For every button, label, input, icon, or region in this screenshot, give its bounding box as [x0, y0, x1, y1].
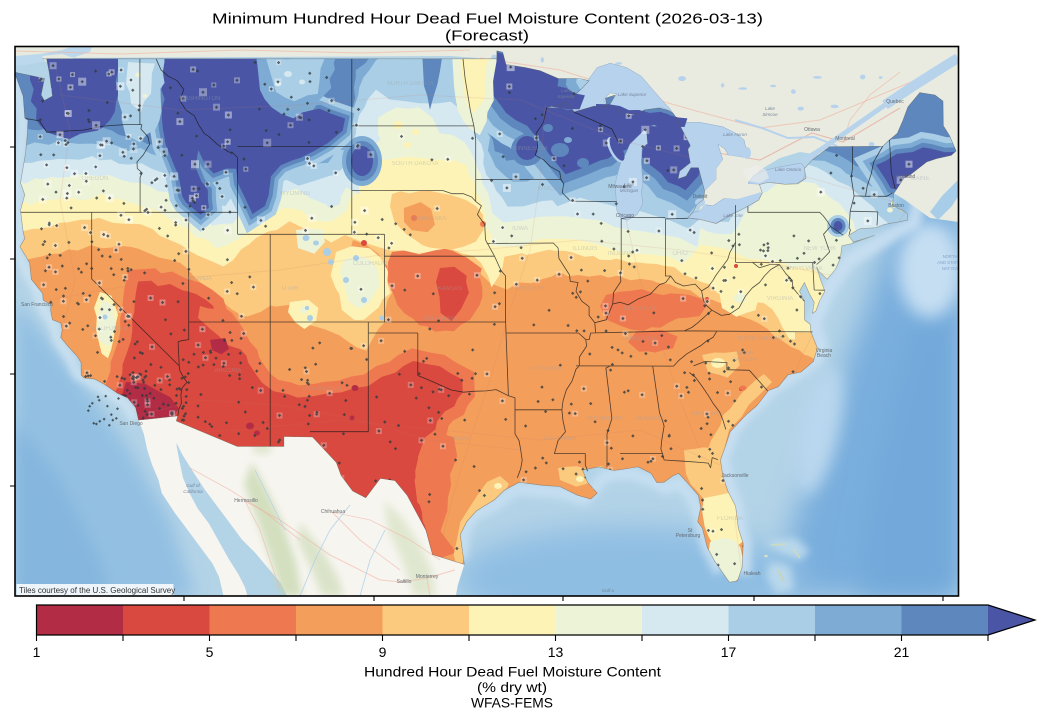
svg-text:MISSOURI: MISSOURI [515, 286, 545, 292]
svg-text:OHIO: OHIO [672, 251, 688, 257]
svg-text:9: 9 [379, 644, 387, 660]
svg-text:San Diego: San Diego [119, 421, 143, 427]
svg-text:(% dry wt): (% dry wt) [477, 680, 547, 695]
svg-text:(Forecast): (Forecast) [445, 29, 529, 45]
svg-text:IDAHO: IDAHO [190, 166, 209, 172]
svg-text:NEW YORK: NEW YORK [804, 246, 837, 252]
svg-text:Detroit: Detroit [693, 194, 708, 200]
svg-text:Lake: Lake [561, 88, 571, 93]
svg-text:MAINE: MAINE [910, 176, 929, 182]
svg-text:GEORGIA: GEORGIA [691, 411, 719, 417]
svg-text:NEVADA: NEVADA [188, 276, 212, 282]
svg-text:Lake Superior: Lake Superior [618, 92, 647, 97]
svg-text:NORTH DAKOTA: NORTH DAKOTA [386, 81, 433, 87]
svg-text:NORTH CAROLINA: NORTH CAROLINA [738, 336, 783, 342]
svg-text:NEBRASKA: NEBRASKA [414, 216, 447, 222]
svg-text:Hermosillo: Hermosillo [234, 498, 258, 504]
svg-text:Ottawa: Ottawa [804, 127, 820, 133]
svg-text:UTAH: UTAH [282, 286, 298, 292]
svg-text:Beach: Beach [817, 353, 831, 359]
svg-text:Chicago: Chicago [616, 213, 635, 219]
svg-text:13: 13 [548, 644, 564, 660]
svg-text:Tiles courtesy of the U.S. Geo: Tiles courtesy of the U.S. Geological Su… [19, 586, 175, 595]
svg-text:KENTUCKY: KENTUCKY [624, 306, 657, 312]
svg-text:OKLAHOMA: OKLAHOMA [423, 316, 457, 322]
svg-text:Simcoe: Simcoe [762, 112, 778, 117]
svg-text:Saltillo: Saltillo [397, 579, 412, 585]
svg-text:ARIZONA: ARIZONA [215, 368, 242, 374]
svg-text:WASHINGTON: WASHINGTON [179, 96, 220, 102]
svg-text:PENNSYLVANIA: PENNSYLVANIA [777, 266, 822, 272]
svg-text:MONTANA: MONTANA [285, 106, 315, 112]
svg-text:FLORIDA: FLORIDA [717, 516, 743, 522]
svg-text:Milwaukee: Milwaukee [608, 184, 632, 190]
svg-text:Gulf o: Gulf o [602, 588, 615, 593]
svg-text:TENNESSEE: TENNESSEE [622, 336, 658, 342]
svg-text:MISSISSIPPI: MISSISSIPPI [587, 416, 623, 422]
svg-text:Chihuahua: Chihuahua [321, 509, 345, 515]
svg-text:Montreal: Montreal [835, 136, 854, 142]
svg-text:Quebec: Quebec [886, 99, 904, 105]
svg-text:Gulf of: Gulf of [186, 483, 200, 488]
svg-text:NORTH: NORTH [943, 254, 958, 259]
svg-text:IOWA: IOWA [512, 226, 528, 232]
svg-text:5: 5 [206, 644, 214, 660]
svg-text:KANSAS: KANSAS [438, 286, 462, 292]
svg-text:Hundred Hour Dead Fuel Moistur: Hundred Hour Dead Fuel Moisture Content [364, 665, 661, 680]
svg-text:VIRGINIA: VIRGINIA [767, 296, 793, 302]
svg-text:NEW MEXICO: NEW MEXICO [302, 386, 342, 392]
svg-text:WFAS-FEMS: WFAS-FEMS [471, 696, 553, 711]
svg-text:Lake: Lake [765, 106, 775, 111]
svg-text:21: 21 [894, 644, 910, 660]
svg-text:INDIANA: INDIANA [608, 251, 632, 257]
svg-text:Lake Huron: Lake Huron [723, 132, 747, 137]
svg-text:CALIFORNIA: CALIFORNIA [92, 326, 128, 332]
svg-text:SOUTH: SOUTH [736, 351, 754, 357]
svg-text:MINNESOTA: MINNESOTA [512, 146, 547, 152]
svg-text:ARKANSAS: ARKANSAS [529, 366, 562, 372]
svg-text:SOUTH DAKOTA: SOUTH DAKOTA [392, 161, 439, 167]
svg-text:Lake: Lake [624, 182, 634, 187]
svg-text:Superior: Superior [557, 94, 575, 99]
svg-text:Lake Erie: Lake Erie [723, 213, 743, 218]
svg-text:OREGON: OREGON [82, 176, 109, 182]
svg-text:WISCONSIN: WISCONSIN [538, 186, 573, 192]
svg-text:1: 1 [33, 644, 41, 660]
svg-text:Lake Ontario: Lake Ontario [775, 167, 802, 172]
svg-text:Virginia: Virginia [816, 348, 833, 354]
svg-text:Boston: Boston [888, 203, 904, 209]
svg-text:Jacksonville: Jacksonville [722, 473, 749, 479]
svg-text:17: 17 [721, 644, 737, 660]
svg-text:CAROLINA: CAROLINA [732, 357, 758, 363]
svg-text:Portland: Portland [897, 174, 916, 180]
svg-text:ALABAMA: ALABAMA [636, 416, 664, 422]
svg-text:Minimum Hundred Hour Dead Fuel: Minimum Hundred Hour Dead Fuel Moisture … [212, 12, 763, 28]
svg-text:Monterrey: Monterrey [416, 574, 439, 580]
svg-text:AND STATES: AND STATES [937, 260, 963, 265]
svg-text:Petersburg: Petersburg [676, 533, 701, 539]
svg-text:TEXAS: TEXAS [450, 436, 470, 442]
svg-text:San Francisco: San Francisco [21, 302, 53, 308]
svg-text:California: California [183, 489, 203, 494]
svg-text:Hialeah: Hialeah [744, 571, 761, 577]
svg-text:COLORADO: COLORADO [353, 261, 388, 267]
svg-text:NAT OVI: NAT OVI [942, 266, 958, 271]
svg-text:WYOMING: WYOMING [280, 191, 310, 197]
svg-text:Michigan: Michigan [620, 188, 639, 193]
svg-text:ILLINOIS: ILLINOIS [573, 246, 598, 252]
svg-text:LOUISIANA: LOUISIANA [544, 436, 576, 442]
svg-text:St: St [688, 528, 693, 534]
